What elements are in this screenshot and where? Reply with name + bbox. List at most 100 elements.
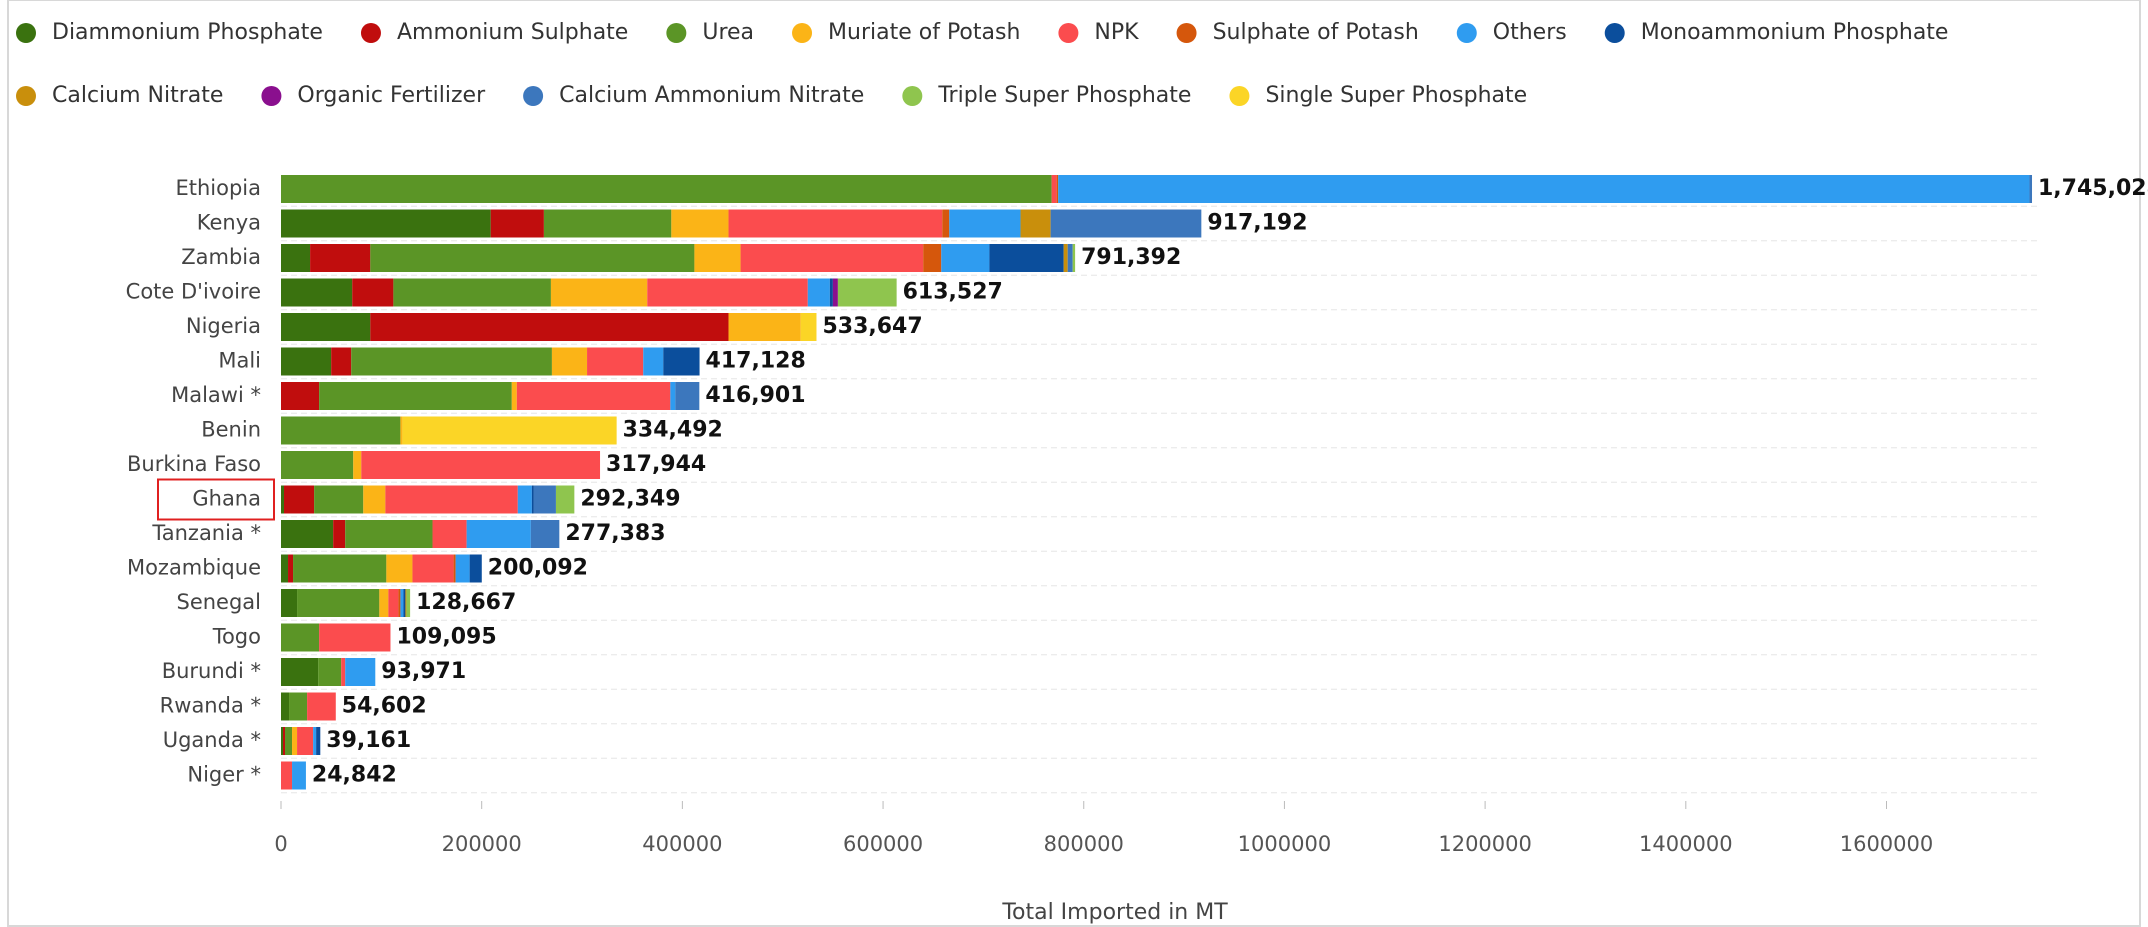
- total-label: 417,128: [706, 349, 806, 374]
- highlight-box: [157, 478, 275, 521]
- bar-segment: [398, 589, 401, 617]
- bar-segment: [807, 278, 830, 307]
- x-tick-label: 1000000: [1238, 832, 1332, 856]
- frame: [7, 0, 2141, 927]
- legend-item: Diammonium Phosphate: [16, 20, 323, 45]
- bar-segment: [728, 209, 943, 238]
- bar-segment: [466, 520, 531, 548]
- x-tick-label: 400000: [642, 832, 722, 856]
- bar-segment: [284, 485, 315, 514]
- category-label: Benin: [201, 418, 261, 442]
- legend-item: Calcium Ammonium Nitrate: [523, 83, 864, 108]
- bar-segment: [292, 727, 298, 755]
- legend-swatch: [261, 86, 282, 106]
- bar-segment: [517, 485, 532, 514]
- total-label: 317,944: [606, 452, 706, 477]
- bar-segment: [353, 451, 362, 479]
- legend-item: Single Super Phosphate: [1229, 83, 1527, 108]
- category-label: Uganda *: [163, 728, 261, 752]
- bar-segment: [412, 554, 454, 583]
- bar-segment: [386, 554, 413, 583]
- bar-segment: [361, 451, 601, 479]
- legend-swatch: [1058, 23, 1079, 43]
- bar-segment: [403, 589, 406, 617]
- bar-segment: [1020, 209, 1051, 238]
- legend-item: Muriate of Potash: [792, 20, 1020, 45]
- bar-segment: [941, 244, 990, 272]
- bar-segment: [341, 658, 346, 686]
- category-label: Zambia: [181, 245, 261, 269]
- bar-segment: [923, 244, 942, 272]
- bar-segment: [313, 727, 317, 755]
- bar-segment: [551, 347, 588, 376]
- bar-segment: [281, 485, 285, 514]
- legend-swatch: [16, 86, 36, 106]
- bar-segment: [1067, 244, 1073, 272]
- legend-swatch: [16, 23, 36, 43]
- bar-segment: [319, 382, 512, 410]
- bar-segment: [333, 520, 346, 548]
- bar-segment: [345, 658, 376, 686]
- legend-item: Organic Fertilizer: [261, 83, 486, 108]
- bar-segment: [1063, 244, 1068, 272]
- bar-segment: [281, 623, 320, 652]
- bar-segment: [406, 589, 411, 617]
- bar-segment: [297, 589, 380, 617]
- total-label: 24,842: [312, 763, 397, 788]
- bar-segment: [281, 382, 320, 410]
- legend-label: Others: [1493, 20, 1567, 45]
- bar-segment: [837, 278, 897, 307]
- legend-item: Monoammonium Phosphate: [1604, 20, 1948, 45]
- legend-swatch: [1604, 23, 1625, 43]
- x-axis-title: Total Imported in MT: [1001, 900, 1228, 925]
- bar-segment: [293, 554, 387, 583]
- legend-label: Diammonium Phosphate: [52, 20, 323, 45]
- bar-segment: [351, 347, 552, 376]
- category-label: Burundi *: [162, 659, 261, 683]
- category-label: Cote D'ivoire: [126, 280, 261, 304]
- legend-item: Others: [1456, 20, 1567, 45]
- x-tick-label: 800000: [1044, 832, 1124, 856]
- total-label: 917,192: [1207, 211, 1307, 236]
- legend-swatch: [1229, 86, 1250, 106]
- total-label: 39,161: [326, 728, 411, 753]
- legend-label: Calcium Ammonium Nitrate: [559, 83, 864, 108]
- legend-label: Urea: [702, 20, 754, 45]
- x-tick-label: 1600000: [1840, 832, 1934, 856]
- bar-segment: [307, 692, 336, 721]
- bar-segment: [388, 589, 399, 617]
- bar-segment: [370, 313, 729, 341]
- bar-segment: [316, 727, 321, 755]
- legend-item: Urea: [666, 20, 754, 45]
- total-label: 416,901: [705, 383, 805, 408]
- total-label: 292,349: [580, 487, 680, 512]
- bar-segment: [832, 278, 838, 307]
- bar-segment: [1072, 244, 1076, 272]
- bar-segment: [281, 313, 371, 341]
- x-tick-label: 1400000: [1639, 832, 1733, 856]
- bar-segment: [455, 554, 470, 583]
- bar-segment: [314, 485, 364, 514]
- legend-swatch: [666, 23, 687, 43]
- category-label: Malawi *: [171, 383, 261, 407]
- bar-segment: [310, 244, 371, 272]
- bar-segment: [511, 382, 517, 410]
- bar-segment: [281, 347, 332, 376]
- bar-segment: [281, 658, 319, 686]
- legend-label: Ammonium Sulphate: [397, 20, 628, 45]
- bar-segment: [531, 485, 534, 514]
- bar-segment: [740, 244, 924, 272]
- bar-segment: [949, 209, 1021, 238]
- bar-segment: [281, 416, 401, 445]
- legend-item: Ammonium Sulphate: [360, 20, 628, 45]
- bar-segment: [728, 313, 801, 341]
- bar-segment: [989, 244, 1064, 272]
- legend-label: Muriate of Potash: [828, 20, 1020, 45]
- bar-segment: [647, 278, 808, 307]
- total-label: 54,602: [342, 694, 427, 719]
- category-label: Niger *: [187, 763, 261, 787]
- bar-segment: [285, 727, 293, 755]
- total-label: 109,095: [396, 625, 496, 650]
- bar-segment: [318, 658, 342, 686]
